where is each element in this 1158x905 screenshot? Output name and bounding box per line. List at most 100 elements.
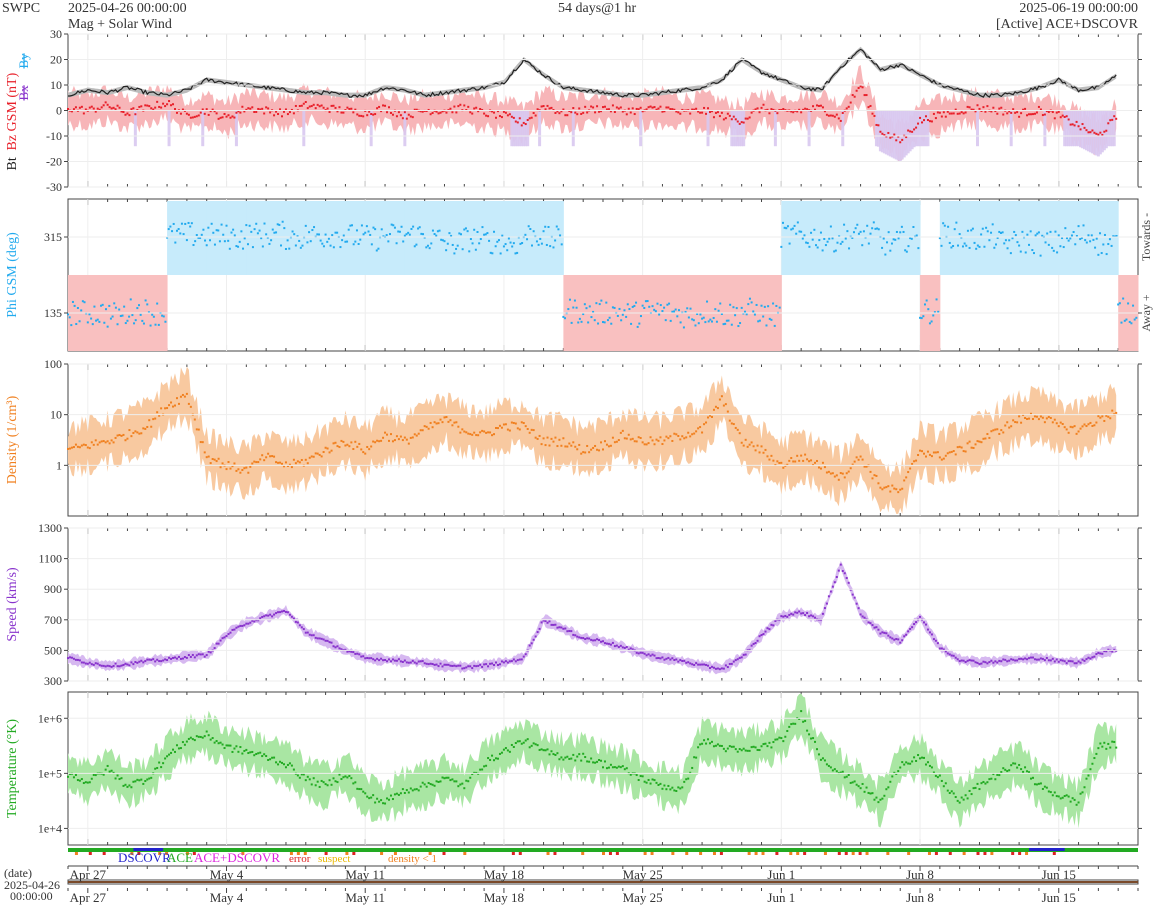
phi-series-point [138,304,141,307]
density-series-point [257,461,260,464]
bz-series-point [968,106,971,109]
density-series-point [360,448,363,451]
bz-series-point [853,95,856,98]
phi-series-point [833,250,836,253]
temperature-series-point [602,766,604,769]
density-series-point [300,458,303,461]
bz-series-point [386,111,389,114]
bz-negative-spike [734,110,738,147]
speed-series-point [376,657,379,660]
density-series-point [831,472,834,475]
phi-series-point [1031,249,1034,252]
temperature-series-point [823,759,826,762]
speed-tick-label: 500 [44,643,62,657]
phi-series-point [940,244,943,247]
phi-towards-band [444,201,465,275]
phi-series-point [184,222,187,225]
bz-series-point [1071,123,1074,126]
speed-series-point [465,666,468,669]
bz-series-point [399,114,402,117]
phi-series-point [806,242,809,245]
phi-series-point [428,247,431,250]
speed-series-point [970,659,973,662]
phi-series-point [450,234,453,237]
status-flag [511,852,515,855]
phi-series-point [240,230,243,233]
bz-negative-spike [882,110,886,154]
bz-series-point [689,112,692,115]
temperature-series-point [788,725,791,728]
temperature-series-point [370,796,373,799]
phi-series-point [220,223,223,226]
bz-series-point [722,118,725,121]
speed-series-point [544,619,547,622]
speed-series-point [558,626,561,629]
bz-series-point [905,136,908,139]
phi-series-point [390,223,393,226]
temperature-series-point [542,749,545,752]
bz-series-point [286,113,289,116]
speed-series-point [249,621,252,624]
phi-series-point [593,319,596,322]
bz-series-point [78,106,81,109]
temperature-series-point [374,801,377,804]
temperature-series-point [936,776,939,779]
phi-series-point [605,301,608,304]
temperature-series-point [816,748,818,751]
speed-tick-label: 900 [44,582,62,596]
density-series-point [615,440,618,443]
speed-series-point [150,658,153,661]
bz-series-point [869,104,872,107]
speed-series-point [875,626,878,629]
temperature-series-point [1085,777,1088,780]
bz-series-point [697,110,700,113]
temperature-series-point [1073,798,1076,801]
temperature-range-band [68,693,1117,829]
bz-series-point [782,108,785,111]
temperature-series-point [296,774,299,777]
density-series-point [1041,416,1044,419]
bz-series-point [962,112,965,115]
density-series-point [1083,423,1086,426]
temperature-series-point [730,745,733,748]
density-series-point [496,427,499,430]
temperature-series-point [732,745,735,748]
density-series-point [217,457,220,460]
phi-series-point [815,244,818,247]
bz-series-point [691,108,694,111]
phi-series-point [763,305,766,308]
speed-series-point [181,657,184,660]
phi-series-point [308,231,311,234]
phi-series-point [453,252,456,255]
phi-series-point [408,233,411,236]
density-series-point [651,439,654,442]
speed-series-point [1075,662,1078,665]
density-series-point [863,465,866,468]
temperature-series-point [88,781,91,784]
density-series-point [334,441,337,444]
density-series-point [1031,418,1034,421]
speed-series-point [847,581,850,584]
status-flag [581,852,585,855]
phi-series-point [793,224,796,227]
speed-series-point [780,615,783,618]
temperature-series-point [142,782,145,785]
phi-series-point [616,314,619,317]
temperature-series-point [924,763,927,766]
speed-series-point [479,663,482,666]
speed-series-point [699,663,702,666]
density-series-point [407,442,410,445]
bz-series-point [1055,111,1058,114]
speed-series-point [609,643,612,646]
density-series-point [958,445,961,448]
phi-series-point [443,240,446,243]
phi-series-point [798,230,801,233]
density-series-point [655,438,658,441]
bz-series-point [174,108,176,111]
phi-series-point [459,233,462,236]
phi-series-point [422,233,425,236]
density-series-point [552,440,555,443]
phi-series-point [823,237,826,240]
density-series-point [932,451,935,454]
speed-series-point [1073,662,1076,665]
